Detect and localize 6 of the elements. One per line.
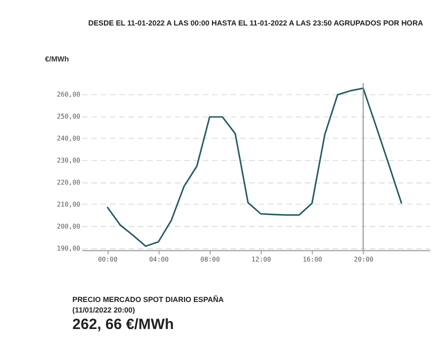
- y-axis-title: €/MWh: [45, 54, 70, 64]
- line-series: [106, 87, 402, 247]
- text: PRECIO MERCADO SPOT DIARIO ESPAÑA: [72, 295, 224, 304]
- text: (11/01/2022 20:00): [72, 305, 136, 314]
- chart-title: DESDE EL 11-01-2022 A LAS 00:00 HASTA EL 11-01-2022 A LAS 23:50 AGRUPADOS POR HORA: [88, 18, 424, 28]
- text: 262, 66 €/MWh: [72, 317, 174, 334]
